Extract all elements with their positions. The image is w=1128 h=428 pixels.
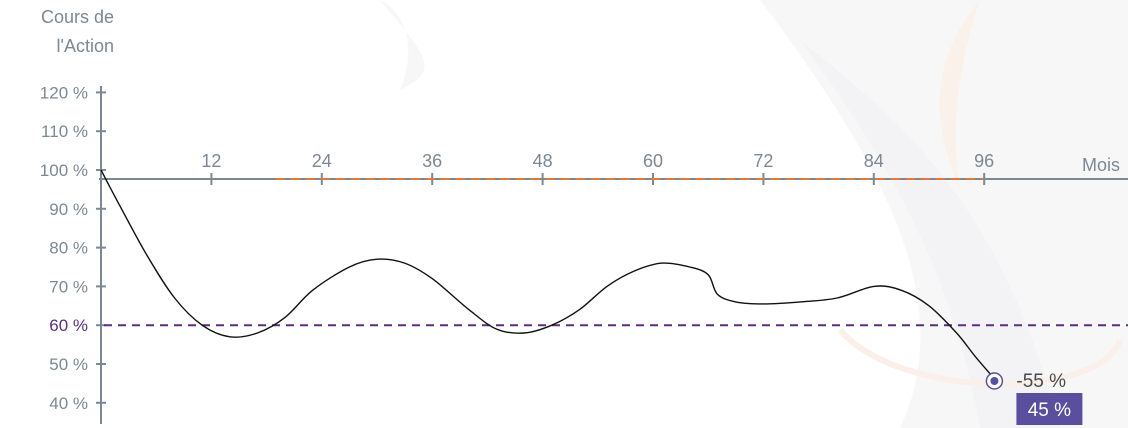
end-value-label: 45 % <box>1028 400 1071 421</box>
y-axis-label-line-1: Cours de <box>41 7 114 27</box>
y-tick-label: 40 % <box>49 394 88 413</box>
y-tick-label: 80 % <box>49 239 88 258</box>
x-tick-label: 48 <box>533 151 553 171</box>
x-tick-label: 60 <box>643 151 663 171</box>
y-tick-label: 60 % <box>49 316 88 335</box>
y-axis-label-line-2: l'Action <box>57 36 114 56</box>
y-tick-label: 110 % <box>41 122 88 141</box>
x-tick-label: 72 <box>753 151 773 171</box>
x-tick-label: 24 <box>312 151 332 171</box>
x-axis-label: Mois <box>1082 155 1120 175</box>
y-tick-label: 120 % <box>40 83 88 102</box>
x-tick-label: 84 <box>864 151 884 171</box>
y-ticks: 120 % 110 % 100 % 90 % 80 % 70 % 60 % 50 % 40 % <box>40 83 106 412</box>
background-decoration <box>380 0 1128 428</box>
y-tick-label: 90 % <box>49 200 88 219</box>
x-tick-label: 36 <box>422 151 442 171</box>
y-tick-label: 70 % <box>49 277 88 296</box>
x-tick-label: 96 <box>974 151 994 171</box>
y-tick-label: 100 % <box>40 161 88 180</box>
x-tick-label: 12 <box>201 151 221 171</box>
end-change-label: -55 % <box>1016 371 1066 392</box>
y-tick-label: 50 % <box>49 355 88 374</box>
end-point-marker-dot <box>990 377 998 385</box>
